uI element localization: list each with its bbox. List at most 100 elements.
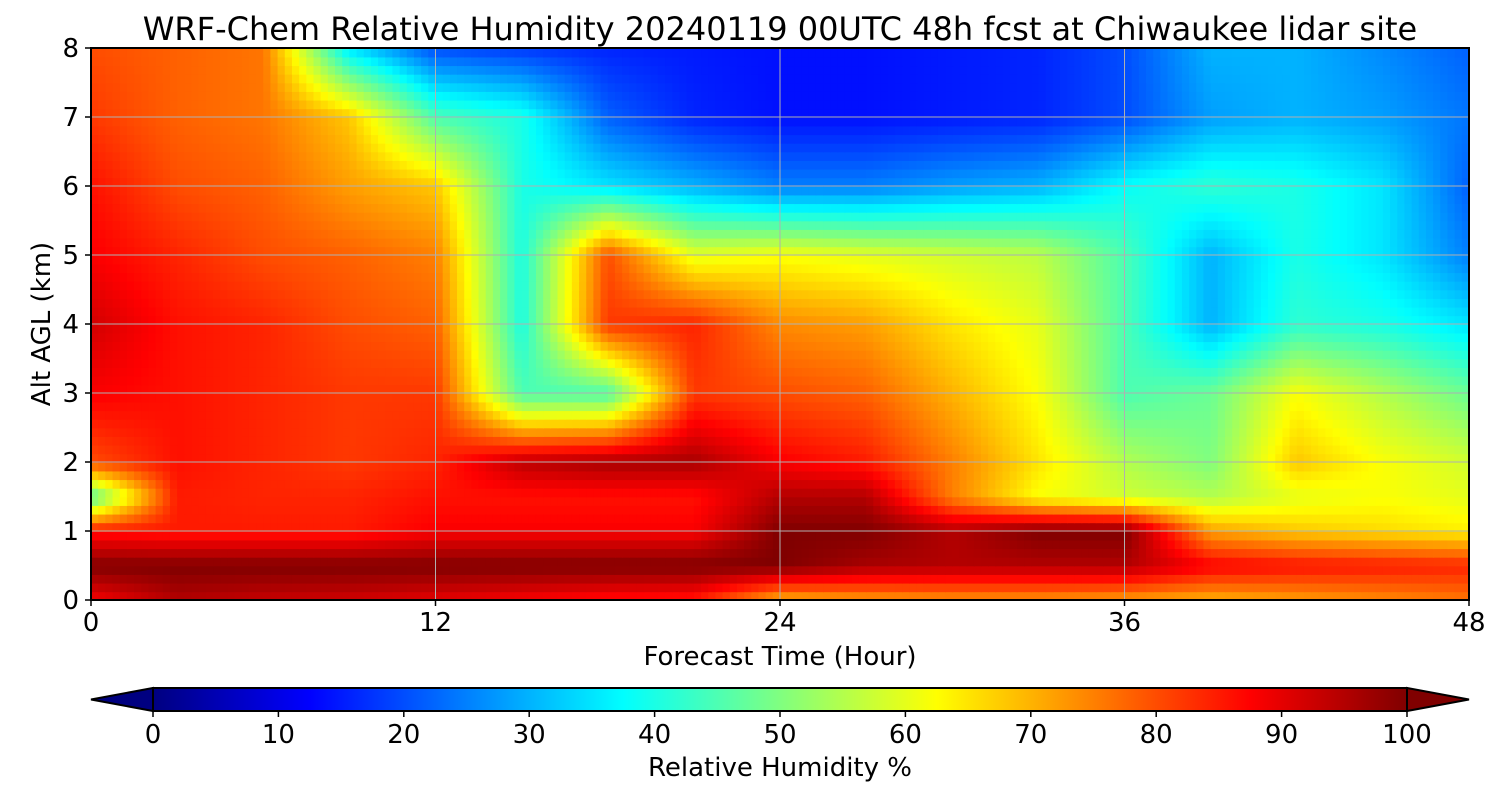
heatmap-cell [902, 582, 910, 593]
heatmap-cell [1081, 436, 1090, 446]
heatmap-cell [1275, 418, 1284, 429]
heatmap-cell [952, 462, 961, 472]
heatmap-cell [413, 582, 422, 593]
heatmap-cell [1339, 539, 1348, 550]
heatmap-cell [701, 548, 710, 558]
heatmap-cell [1346, 401, 1355, 412]
heatmap-cell [1052, 462, 1061, 472]
heatmap-cell [686, 436, 695, 446]
heatmap-cell [758, 410, 767, 420]
heatmap-cell [213, 582, 221, 593]
heatmap-cell [952, 410, 961, 420]
heatmap-cell [751, 470, 760, 481]
heatmap-cell [277, 401, 286, 412]
heatmap-cell [428, 436, 437, 446]
heatmap-cell [1081, 522, 1090, 532]
heatmap-cell [528, 375, 537, 386]
heatmap-cell [1102, 565, 1111, 575]
heatmap-cell [1332, 513, 1341, 524]
heatmap-cell [320, 401, 329, 412]
heatmap-cell [1095, 453, 1104, 463]
heatmap-cell [930, 410, 939, 420]
heatmap-cell [679, 591, 688, 600]
heatmap-cell [478, 487, 487, 498]
heatmap-cell [270, 470, 279, 481]
heatmap-cell [284, 393, 293, 403]
heatmap-cell [858, 384, 867, 394]
heatmap-cell [1368, 522, 1377, 532]
heatmap-cell [1354, 582, 1363, 593]
heatmap-cell [1009, 513, 1018, 524]
heatmap-cell [213, 574, 221, 584]
heatmap-cell [335, 531, 343, 541]
heatmap-cell [1102, 410, 1111, 420]
heatmap-cell [1174, 470, 1183, 481]
heatmap-cell [1110, 539, 1119, 550]
heatmap-cell [356, 591, 365, 600]
heatmap-cell [808, 462, 817, 472]
heatmap-cell [780, 384, 788, 394]
heatmap-cell [844, 401, 853, 412]
heatmap-cell [909, 496, 918, 506]
heatmap-cell [413, 470, 422, 481]
heatmap-cell [177, 479, 186, 489]
heatmap-cell [701, 531, 710, 541]
heatmap-cell [119, 384, 128, 394]
heatmap-cell [966, 410, 975, 420]
heatmap-cell [363, 556, 372, 567]
heatmap-cell [1124, 556, 1133, 567]
heatmap-cell [256, 496, 265, 506]
heatmap-cell [535, 479, 544, 489]
heatmap-cell [1375, 375, 1384, 386]
heatmap-cell [1239, 427, 1248, 437]
heatmap-cell [1081, 487, 1090, 498]
heatmap-cell [1102, 479, 1111, 489]
heatmap-cell [1052, 505, 1061, 515]
heatmap-cell [1375, 556, 1384, 567]
heatmap-cell [399, 436, 408, 446]
heatmap-cell [815, 444, 824, 455]
heatmap-cell [1260, 539, 1269, 550]
heatmap-cell [435, 496, 444, 506]
heatmap-cell [830, 401, 839, 412]
heatmap-cell [291, 582, 300, 593]
heatmap-cell [1067, 401, 1076, 412]
heatmap-cell [1397, 436, 1406, 446]
heatmap-cell [435, 479, 444, 489]
heatmap-cell [1059, 582, 1068, 593]
heatmap-cell [492, 436, 501, 446]
heatmap-cell [421, 556, 430, 567]
heatmap-cell [457, 505, 466, 515]
heatmap-cell [184, 505, 193, 515]
heatmap-cell [457, 591, 466, 600]
heatmap-cell [378, 462, 387, 472]
heatmap-cell [1282, 410, 1291, 420]
heatmap-cell [736, 496, 745, 506]
heatmap-cell [736, 384, 745, 394]
heatmap-cell [643, 444, 652, 455]
heatmap-cell [1146, 444, 1155, 455]
heatmap-cell [1203, 522, 1212, 532]
heatmap-cell [514, 548, 523, 558]
heatmap-cell [1339, 574, 1348, 584]
heatmap-cell [607, 539, 616, 550]
heatmap-cell [521, 393, 530, 403]
heatmap-cell [1210, 505, 1219, 515]
heatmap-cell [1067, 522, 1076, 532]
heatmap-cell [701, 539, 710, 550]
heatmap-cell [966, 487, 975, 498]
heatmap-cell [701, 462, 710, 472]
heatmap-cell [959, 401, 968, 412]
heatmap-cell [1167, 427, 1176, 437]
heatmap-cell [1217, 487, 1226, 498]
heatmap-cell [787, 505, 796, 515]
heatmap-cell [363, 513, 372, 524]
heatmap-cell [844, 462, 853, 472]
heatmap-cell [1009, 548, 1018, 558]
heatmap-cell [1354, 427, 1363, 437]
heatmap-cell [643, 548, 652, 558]
heatmap-cell [306, 444, 315, 455]
heatmap-cell [177, 556, 186, 567]
heatmap-cell [600, 513, 609, 524]
heatmap-cell [162, 574, 171, 584]
